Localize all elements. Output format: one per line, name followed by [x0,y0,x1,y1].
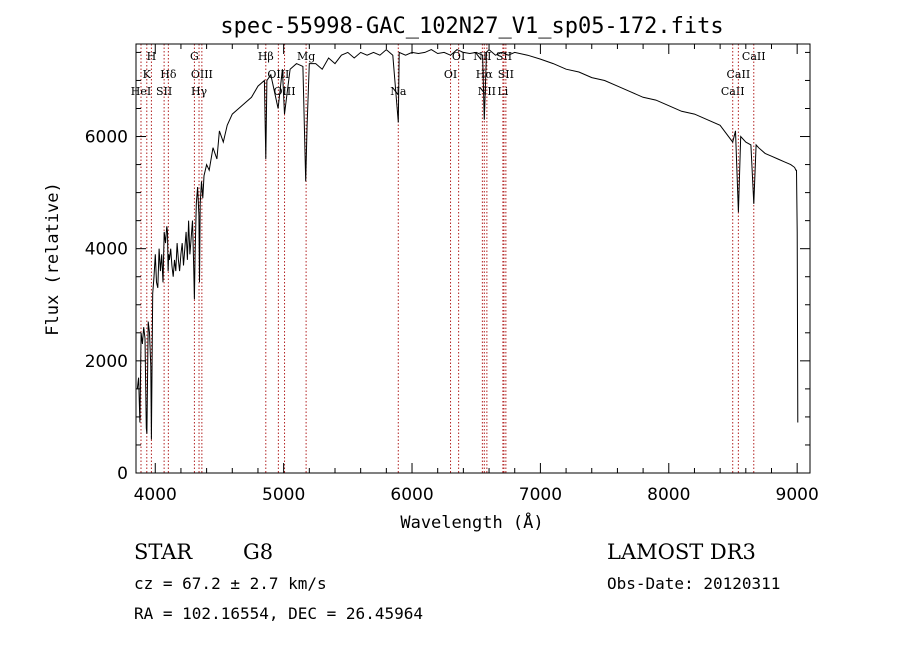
marker-label: CaII [742,50,766,63]
marker-label: G [190,50,199,63]
x-tick-label: 5000 [262,485,305,505]
marker-label: OI [444,68,457,81]
object-class-label: STAR [134,540,193,564]
marker-label: Hα [476,68,494,81]
marker-label: SII [496,50,512,63]
chart-title: spec-55998-GAC_102N27_V1_sp05-172.fits [220,14,723,39]
marker-label: Li [497,85,508,98]
object-subclass-label: G8 [243,540,274,564]
y-tick-label: 2000 [85,352,128,372]
marker-label: CaII [727,68,751,81]
marker-label: SII [156,85,172,98]
x-tick-label: 6000 [390,485,433,505]
marker-label: NII [478,85,496,98]
marker-label: CaII [721,85,745,98]
marker-label: SII [498,68,514,81]
marker-label: H [147,50,157,63]
x-tick-label: 8000 [647,485,690,505]
x-tick-label: 9000 [776,485,819,505]
marker-label: OI [452,50,465,63]
x-tick-label: 7000 [519,485,562,505]
spectrum-line [136,48,799,440]
y-tick-label: 0 [117,464,128,484]
marker-label: OIII [267,68,289,81]
x-tick-label: 4000 [134,485,177,505]
obs-date-label: Obs-Date: 20120311 [607,574,781,593]
marker-label: HeI [131,85,151,98]
marker-label: OIII [191,68,213,81]
survey-label: LAMOST DR3 [607,540,756,564]
redshift-label: cz = 67.2 ± 2.7 km/s [134,574,327,593]
plot-frame [135,43,811,474]
x-axis-label: Wavelength (Å) [400,511,543,533]
marker-label: Hβ [258,50,274,63]
y-tick-label: 6000 [85,128,128,148]
marker-label: Hγ [191,85,208,98]
spectrum-layer [136,48,799,440]
marker-label: OIII [274,85,296,98]
marker-label: K [143,68,152,81]
marker-label: Mg [297,50,315,63]
y-axis-label: Flux (relative) [43,182,63,336]
axes-layer: 4000 5000 6000 7000 8000 9000 0 2000 4000 6000 [85,43,819,505]
y-tick-label: 4000 [85,240,128,260]
coordinates-label: RA = 102.16554, DEC = 26.45964 [134,604,423,623]
marker-label: Hδ [160,68,177,81]
